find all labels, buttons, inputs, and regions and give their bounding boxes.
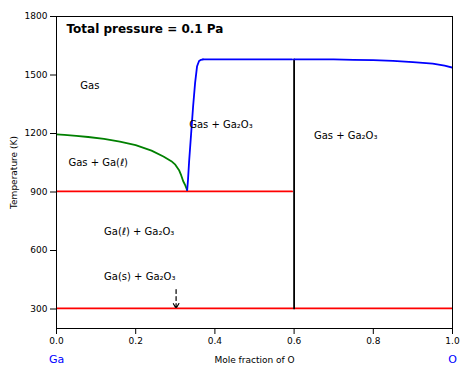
svg-text:0.8: 0.8 bbox=[366, 336, 381, 346]
svg-text:0.6: 0.6 bbox=[287, 336, 302, 346]
svg-text:300: 300 bbox=[30, 304, 47, 314]
svg-text:O: O bbox=[448, 353, 457, 366]
svg-text:Gas: Gas bbox=[80, 80, 99, 91]
svg-text:0.4: 0.4 bbox=[208, 336, 223, 346]
svg-text:900: 900 bbox=[30, 187, 47, 197]
svg-text:Ga(s) + Ga₂O₃: Ga(s) + Ga₂O₃ bbox=[104, 271, 175, 282]
svg-text:0.0: 0.0 bbox=[49, 336, 64, 346]
svg-text:Gas + Ga(ℓ): Gas + Ga(ℓ) bbox=[68, 157, 128, 168]
svg-text:1.0: 1.0 bbox=[445, 336, 460, 346]
svg-text:1200: 1200 bbox=[25, 128, 48, 138]
svg-text:0.2: 0.2 bbox=[129, 336, 143, 346]
svg-text:1800: 1800 bbox=[25, 11, 48, 21]
svg-text:Mole fraction of O: Mole fraction of O bbox=[214, 355, 294, 365]
svg-text:600: 600 bbox=[30, 245, 47, 255]
svg-text:Gas + Ga₂O₃: Gas + Ga₂O₃ bbox=[314, 130, 378, 141]
svg-text:Ga(ℓ) + Ga₂O₃: Ga(ℓ) + Ga₂O₃ bbox=[104, 226, 174, 237]
svg-text:1500: 1500 bbox=[25, 70, 48, 80]
svg-text:Gas + Ga₂O₃: Gas + Ga₂O₃ bbox=[189, 119, 253, 130]
svg-text:Total pressure = 0.1 Pa: Total pressure = 0.1 Pa bbox=[67, 22, 224, 36]
svg-text:Temperature (K): Temperature (K) bbox=[9, 136, 19, 210]
svg-text:Ga: Ga bbox=[49, 353, 64, 366]
